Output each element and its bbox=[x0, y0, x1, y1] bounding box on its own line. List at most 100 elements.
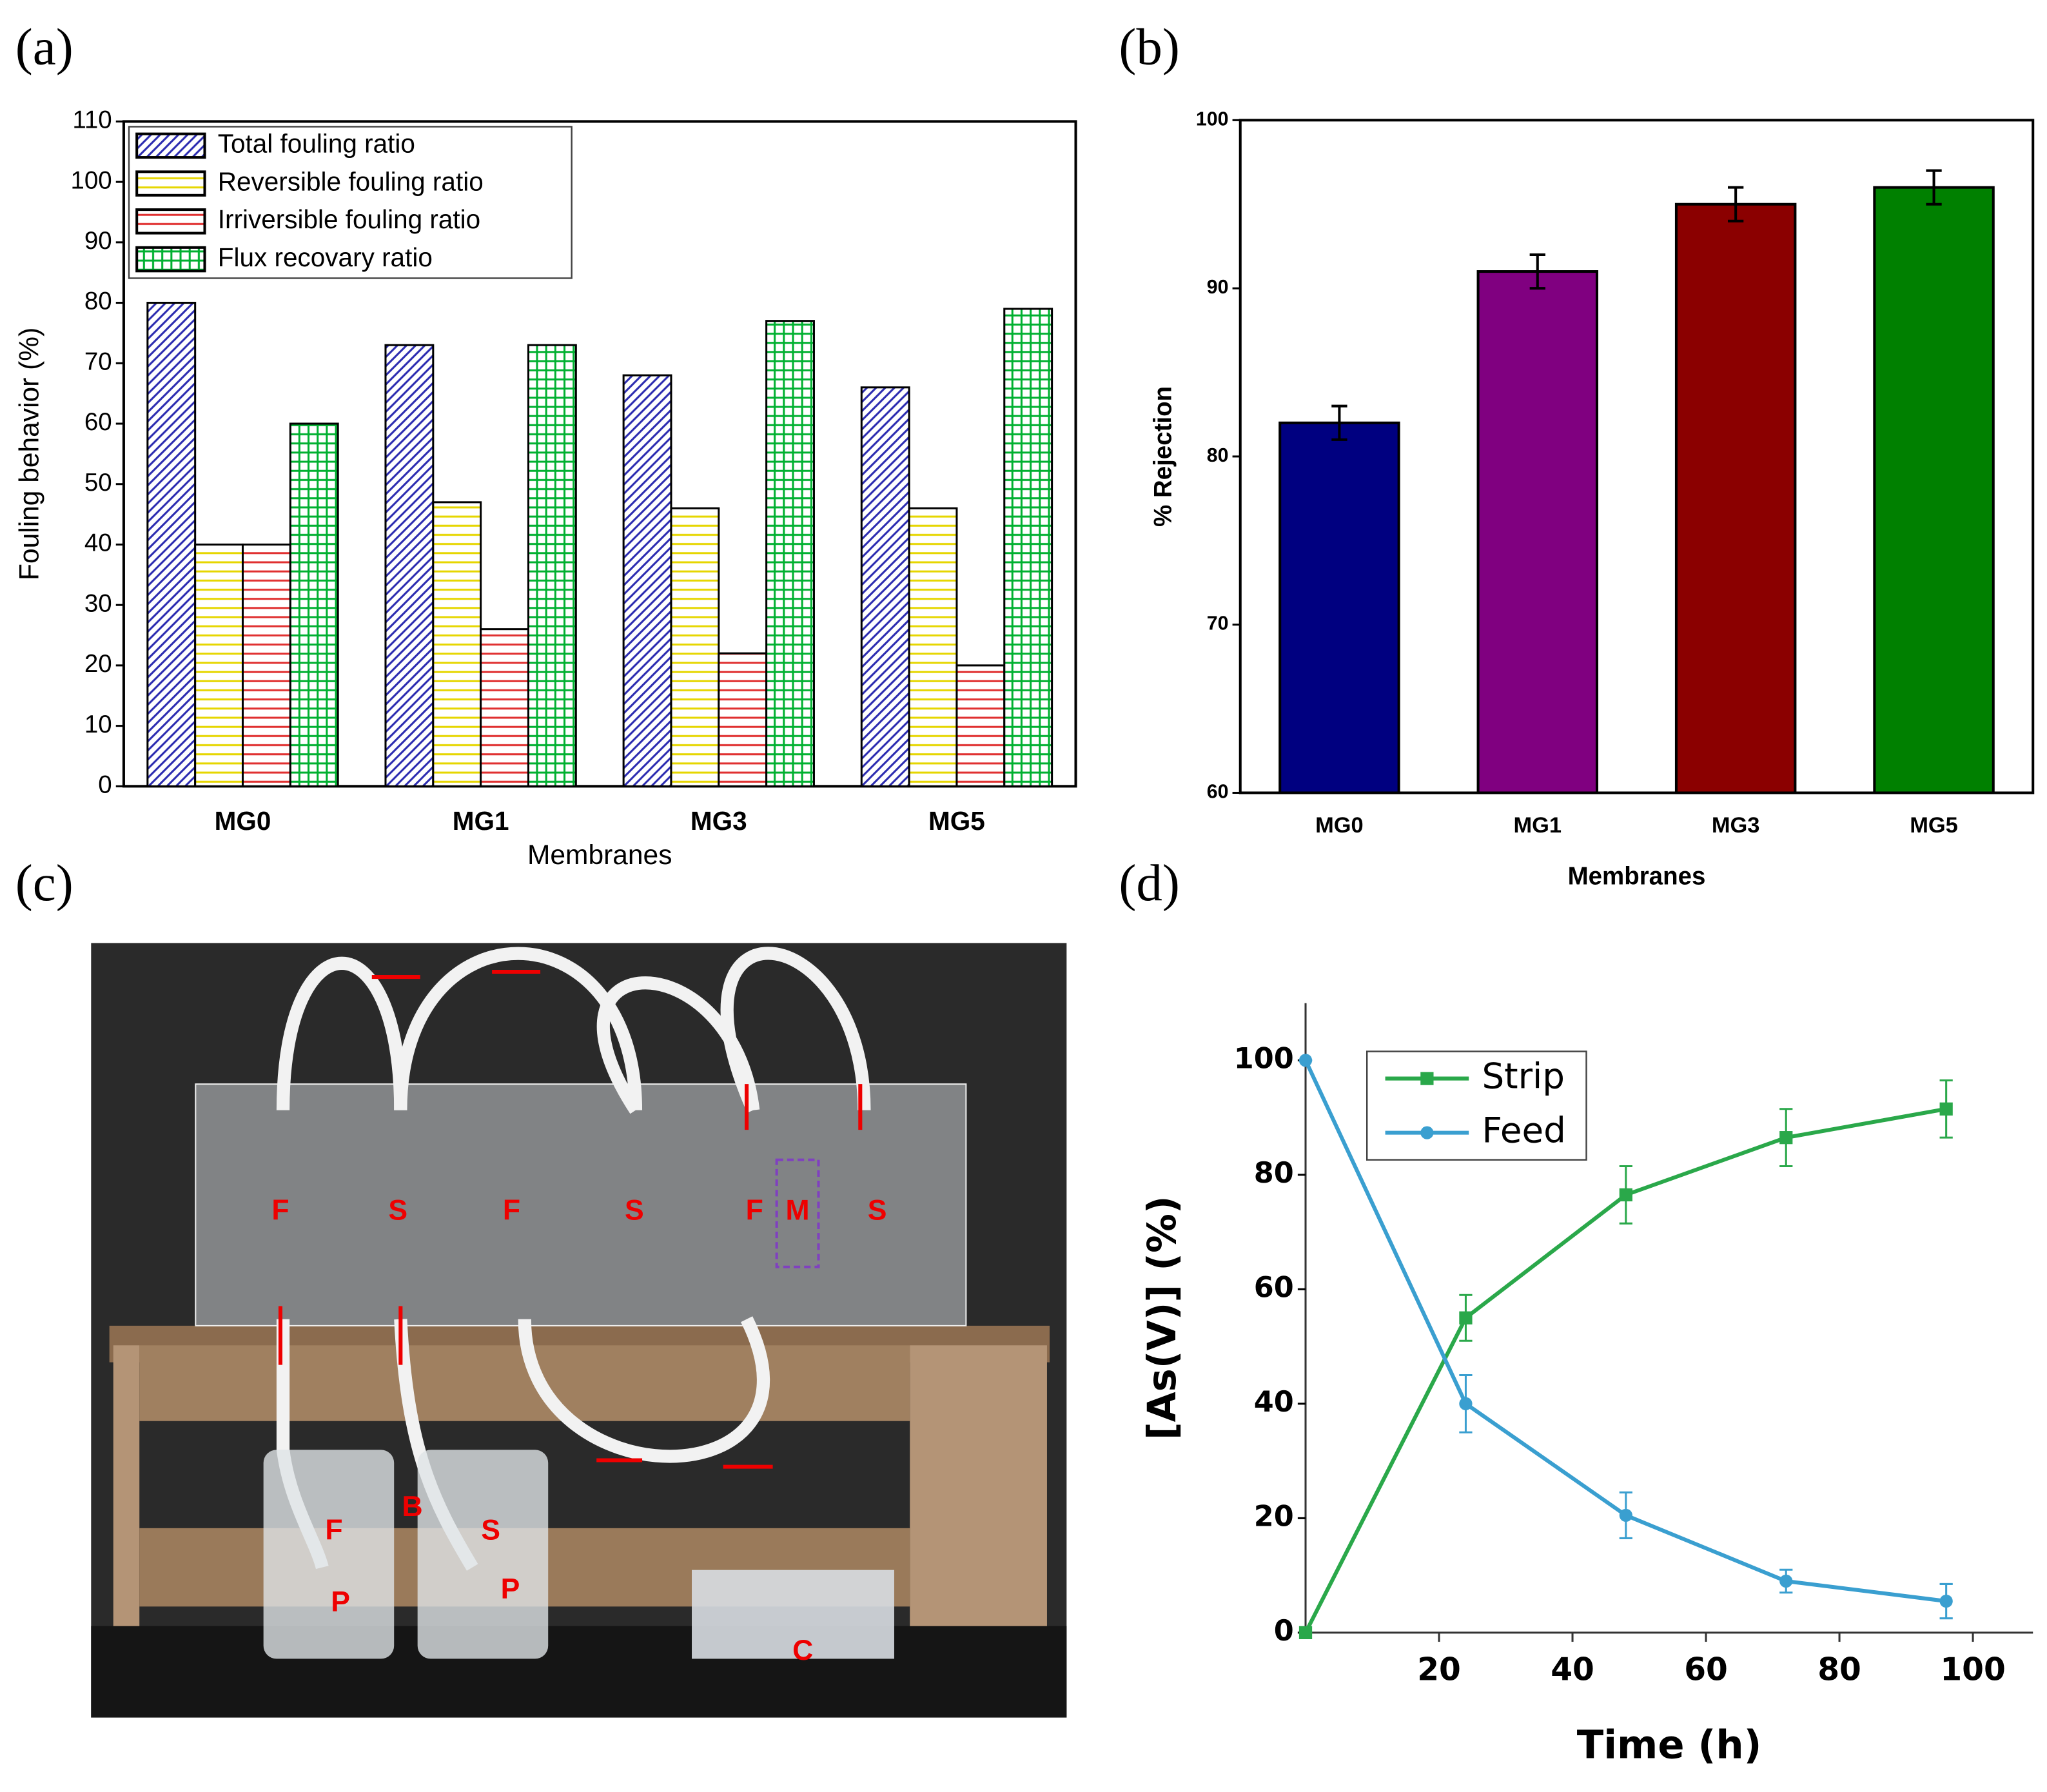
table bbox=[91, 1626, 1067, 1718]
bar bbox=[1674, 202, 1797, 794]
bar bbox=[1278, 421, 1400, 794]
photo-label: M bbox=[786, 1194, 810, 1226]
y-axis-label: [As(V)] (%) bbox=[1140, 1196, 1185, 1440]
plot-frame bbox=[122, 120, 1077, 788]
panel-label: (a) bbox=[15, 18, 73, 76]
x-tick-label: MG3 bbox=[690, 806, 747, 836]
bar bbox=[480, 628, 529, 787]
photo-label: C bbox=[792, 1635, 813, 1666]
y-tick-label: 60 bbox=[84, 408, 112, 436]
marker bbox=[1298, 1626, 1313, 1640]
bar bbox=[622, 374, 672, 787]
marker bbox=[1939, 1594, 1953, 1608]
x-tick-label: MG0 bbox=[215, 806, 271, 836]
marker bbox=[1779, 1574, 1793, 1588]
legend-label: Total fouling ratio bbox=[218, 129, 415, 159]
bar bbox=[908, 507, 958, 787]
x-tick-label: 60 bbox=[1684, 1652, 1728, 1688]
photo-label: F bbox=[271, 1194, 289, 1226]
y-tick-label: 70 bbox=[1207, 613, 1229, 635]
chart: (b) 60 70 80 90 100 Membranes % Rejection MG0 MG1… bbox=[1119, 18, 2035, 890]
x-tick-label: MG1 bbox=[1513, 813, 1562, 838]
marker bbox=[1420, 1072, 1434, 1085]
photo-label: F bbox=[746, 1194, 763, 1226]
bar bbox=[860, 386, 910, 787]
y-tick-label: 0 bbox=[1274, 1614, 1294, 1648]
y-tick-label: 20 bbox=[1254, 1499, 1294, 1533]
photo-label: P bbox=[331, 1586, 350, 1618]
marker bbox=[1779, 1131, 1793, 1145]
legend-box bbox=[1366, 1050, 1587, 1161]
x-tick-label: MG5 bbox=[1910, 813, 1958, 838]
y-tick-label: 50 bbox=[84, 469, 112, 497]
y-tick-label: 90 bbox=[84, 227, 112, 255]
y-tick-label: 100 bbox=[1196, 108, 1229, 130]
x-axis-label: Membranes bbox=[1568, 862, 1706, 890]
photo-label: F bbox=[325, 1515, 342, 1546]
photo-label: S bbox=[481, 1515, 500, 1546]
x-tick-label: 20 bbox=[1417, 1652, 1461, 1688]
bar bbox=[1003, 308, 1053, 787]
bar bbox=[194, 543, 244, 787]
flow-arrows bbox=[278, 969, 863, 1469]
photo-label: S bbox=[868, 1194, 887, 1226]
photo-label: P bbox=[501, 1573, 520, 1605]
beaker bbox=[263, 1450, 395, 1659]
photo-label: S bbox=[625, 1194, 644, 1226]
x-axis-label: Time (h) bbox=[1577, 1723, 1762, 1768]
legend-label: Strip bbox=[1482, 1056, 1565, 1097]
y-tick-label: 0 bbox=[98, 771, 112, 799]
marker bbox=[1420, 1126, 1434, 1139]
y-tick-label: 80 bbox=[1207, 444, 1229, 466]
error-bar bbox=[1728, 186, 1744, 222]
marker bbox=[1298, 1054, 1313, 1067]
panel-label: (d) bbox=[1119, 854, 1179, 912]
bar bbox=[289, 422, 339, 787]
stand-side bbox=[910, 1345, 1047, 1653]
marker bbox=[1939, 1102, 1953, 1116]
photo-label: S bbox=[388, 1194, 407, 1226]
y-axis-label: Fouling behavior (%) bbox=[14, 328, 44, 580]
y-tick-label: 80 bbox=[84, 288, 112, 315]
bar bbox=[1873, 186, 1995, 794]
bar bbox=[955, 664, 1006, 787]
x-tick-label: MG3 bbox=[1712, 813, 1760, 838]
y-tick-label: 30 bbox=[84, 589, 112, 617]
x-tick-label: 100 bbox=[1940, 1652, 2005, 1688]
x-axis-label: Membranes bbox=[527, 840, 672, 871]
error-bar bbox=[1331, 404, 1347, 441]
y-tick-label: 110 bbox=[72, 106, 112, 134]
y-tick-label: 80 bbox=[1254, 1156, 1294, 1190]
x-tick-label: MG1 bbox=[453, 806, 509, 836]
y-axis-label: % Rejection bbox=[1149, 386, 1177, 527]
y-tick-label: 40 bbox=[1254, 1385, 1294, 1419]
error-bar bbox=[1926, 169, 1942, 206]
legend-label: Flux recovary ratio bbox=[218, 242, 433, 272]
marker bbox=[1619, 1508, 1632, 1522]
x-tick-label: 80 bbox=[1817, 1652, 1861, 1688]
cell-block bbox=[195, 1083, 967, 1326]
legend-label: Irriversible fouling ratio bbox=[218, 204, 480, 234]
y-tick-label: 40 bbox=[84, 529, 112, 557]
y-tick-label: 100 bbox=[71, 166, 112, 194]
bar bbox=[765, 320, 815, 787]
y-tick-label: 60 bbox=[1207, 781, 1229, 803]
bar bbox=[241, 543, 291, 787]
panel-label: (b) bbox=[1119, 18, 1179, 76]
bar bbox=[384, 344, 435, 787]
bar bbox=[146, 302, 197, 787]
y-tick-label: 20 bbox=[84, 650, 112, 678]
legend-swatch bbox=[135, 170, 206, 197]
y-tick-label: 60 bbox=[1254, 1270, 1294, 1304]
y-tick-label: 70 bbox=[84, 348, 112, 375]
photo-label: F bbox=[503, 1194, 520, 1226]
photo bbox=[91, 943, 1067, 1718]
y-tick-label: 10 bbox=[84, 711, 112, 738]
legend-swatch bbox=[135, 132, 206, 159]
legend-swatch bbox=[135, 208, 206, 235]
panel-label: (c) bbox=[15, 854, 73, 912]
chart: (d) 0 20 40 60 80 100 Time (h) [As(V)] (%) 20 40 60… bbox=[1119, 854, 2033, 1768]
x-tick-label: MG5 bbox=[928, 806, 985, 836]
